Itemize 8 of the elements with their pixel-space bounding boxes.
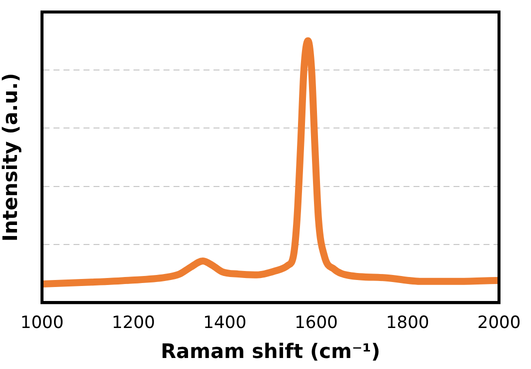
y-axis-title: Intensity (a.u.) [0, 73, 22, 242]
x-tick-label: 1600 [294, 313, 338, 334]
x-tick-label: 1400 [203, 313, 246, 334]
x-tick-label: 1800 [386, 313, 430, 334]
x-axis-title: Ramam shift (cm⁻¹) [160, 339, 380, 364]
x-tick-label: 1200 [112, 313, 156, 334]
x-tick-label: 1000 [20, 313, 64, 334]
x-tick-label: 2000 [477, 313, 521, 334]
